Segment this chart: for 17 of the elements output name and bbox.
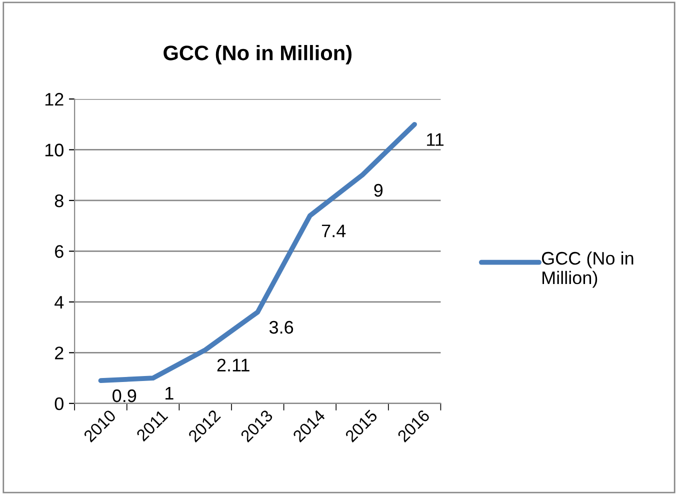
legend-label: GCC (No in Million) — [542, 251, 634, 288]
data-label: 11 — [427, 133, 444, 146]
y-tick-label: 6 — [55, 245, 64, 258]
data-label: 2.11 — [217, 358, 250, 372]
data-label: 0.9 — [112, 389, 136, 402]
y-tick-label: 12 — [45, 92, 64, 106]
data-label: 7.4 — [322, 224, 346, 238]
y-tick-label: 10 — [45, 144, 64, 156]
y-tick-label: 8 — [54, 194, 64, 208]
y-tick-label: 2 — [55, 346, 64, 360]
data-label: 1 — [166, 387, 174, 400]
y-tick-label: 0 — [54, 397, 64, 410]
chart-title: GCC (No in Million) — [164, 45, 352, 64]
line-series — [98, 122, 417, 384]
data-label: 9 — [374, 184, 383, 197]
y-tick-label: 4 — [54, 296, 64, 308]
data-label: 3.6 — [269, 320, 294, 334]
